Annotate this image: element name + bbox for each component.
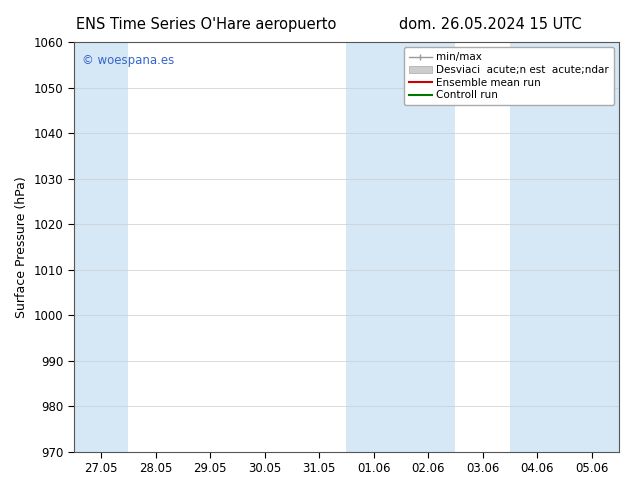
Text: ENS Time Series O'Hare aeropuerto: ENS Time Series O'Hare aeropuerto — [76, 17, 337, 32]
Text: dom. 26.05.2024 15 UTC: dom. 26.05.2024 15 UTC — [399, 17, 582, 32]
Bar — [74, 42, 128, 452]
Bar — [510, 42, 619, 452]
Legend: min/max, Desviaci  acute;n est  acute;ndar, Ensemble mean run, Controll run: min/max, Desviaci acute;n est acute;ndar… — [404, 47, 614, 105]
Y-axis label: Surface Pressure (hPa): Surface Pressure (hPa) — [15, 176, 28, 318]
Text: © woespana.es: © woespana.es — [82, 54, 174, 67]
Bar — [346, 42, 455, 452]
